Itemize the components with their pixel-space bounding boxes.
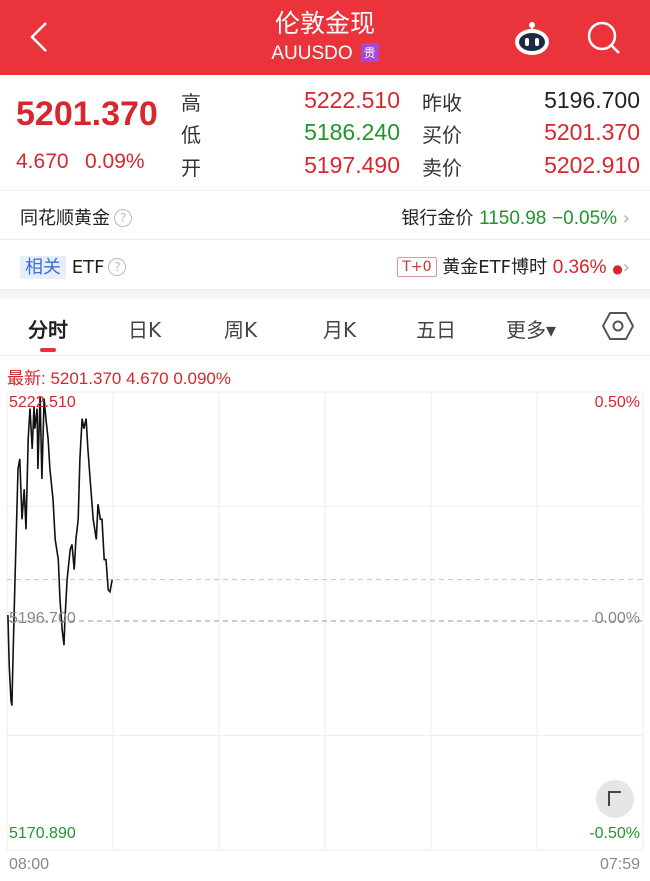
intraday-chart[interactable]	[0, 390, 650, 852]
tab-more[interactable]: 更多▾	[506, 318, 557, 342]
tab-daily-k[interactable]: 日K	[128, 318, 162, 342]
last-price: 5201.370	[16, 95, 158, 133]
tab-monthly-k[interactable]: 月K	[323, 318, 357, 342]
chart-tabs: 分时 日K 周K 月K 五日 更多▾	[0, 298, 650, 356]
low-value: 5186.240	[304, 119, 400, 145]
bid-label: 买价	[422, 123, 462, 147]
y-mid-label: 5196.700	[9, 610, 76, 627]
price-change-pct: 0.09%	[85, 150, 145, 173]
symbol-code-text: AUUSDO	[271, 43, 353, 64]
tab-weekly-k[interactable]: 周K	[224, 318, 258, 342]
gold-row[interactable]: 同花顺黄金? 银行金价 1150.98 −0.05% ›	[0, 190, 650, 240]
fullscreen-button[interactable]	[596, 780, 634, 818]
tab-intraday[interactable]: 分时	[28, 318, 68, 342]
high-value: 5222.510	[304, 87, 400, 113]
low-label: 低	[181, 123, 201, 147]
help-icon[interactable]: ?	[108, 258, 127, 276]
bank-gold-price[interactable]: 银行金价 1150.98 −0.05% ›	[401, 204, 630, 230]
related-tag: 相关	[20, 256, 66, 279]
x-end-label: 07:59	[599, 856, 640, 873]
etf-link[interactable]: T+0 黄金ETF博时 0.36% ●›	[397, 253, 630, 279]
latest-quote-line: 最新: 5201.370 4.670 0.090%	[7, 369, 231, 388]
symbol-code: AUUSDO 贵	[0, 43, 650, 65]
help-icon[interactable]: ?	[114, 209, 132, 227]
quote-panel: 5201.370 4.670 0.09% 高 低 开 5222.510 5186…	[0, 75, 650, 190]
etf-name: 黄金ETF博时	[442, 257, 547, 278]
etf-label: ETF	[71, 257, 105, 278]
x-start-label: 08:00	[9, 856, 50, 873]
ask-label: 卖价	[422, 156, 462, 180]
robot-assistant-icon[interactable]	[512, 20, 552, 56]
etf-row[interactable]: 相关 ETF? T+0 黄金ETF博时 0.36% ●›	[0, 240, 650, 290]
open-label: 开	[181, 156, 201, 180]
expand-icon	[608, 791, 621, 806]
price-change: 4.670	[16, 150, 69, 173]
pct-min-label: -0.50%	[589, 825, 640, 842]
active-tab-indicator	[40, 348, 56, 352]
gold-row-label: 同花顺黄金?	[20, 204, 132, 230]
y-max-label: 5222.510	[9, 394, 76, 411]
red-dot-icon: ●	[612, 262, 623, 276]
bank-gold-value: 1150.98	[479, 208, 547, 229]
bank-gold-label: 银行金价	[401, 208, 474, 229]
gold-label: 同花顺黄金	[20, 208, 110, 229]
hexagon-settings-icon[interactable]	[602, 311, 634, 341]
prev-close-label: 昨收	[422, 91, 462, 115]
etf-change: 0.36%	[552, 257, 607, 278]
chevron-left-icon[interactable]	[28, 20, 50, 54]
bank-gold-change: −0.05%	[552, 208, 618, 229]
chevron-right-icon: ›	[622, 208, 630, 229]
ask-value: 5202.910	[544, 152, 640, 178]
open-value: 5197.490	[304, 152, 400, 178]
precious-metal-badge: 贵	[360, 43, 379, 62]
search-icon[interactable]	[586, 20, 622, 56]
y-min-label: 5170.890	[9, 825, 76, 842]
pct-mid-label: 0.00%	[594, 610, 640, 627]
price-line	[7, 396, 113, 706]
pct-max-label: 0.50%	[594, 394, 640, 411]
divider	[0, 290, 650, 298]
bid-value: 5201.370	[544, 119, 640, 145]
page-title: 伦敦金现	[274, 9, 375, 38]
t0-badge: T+0	[397, 257, 437, 277]
high-label: 高	[181, 91, 201, 115]
etf-row-label: 相关 ETF?	[20, 253, 127, 279]
top-bar: 伦敦金现 AUUSDO 贵	[0, 0, 650, 75]
prev-close-value: 5196.700	[544, 87, 640, 113]
chevron-right-icon: ›	[622, 257, 630, 278]
tab-five-day[interactable]: 五日	[416, 318, 456, 342]
